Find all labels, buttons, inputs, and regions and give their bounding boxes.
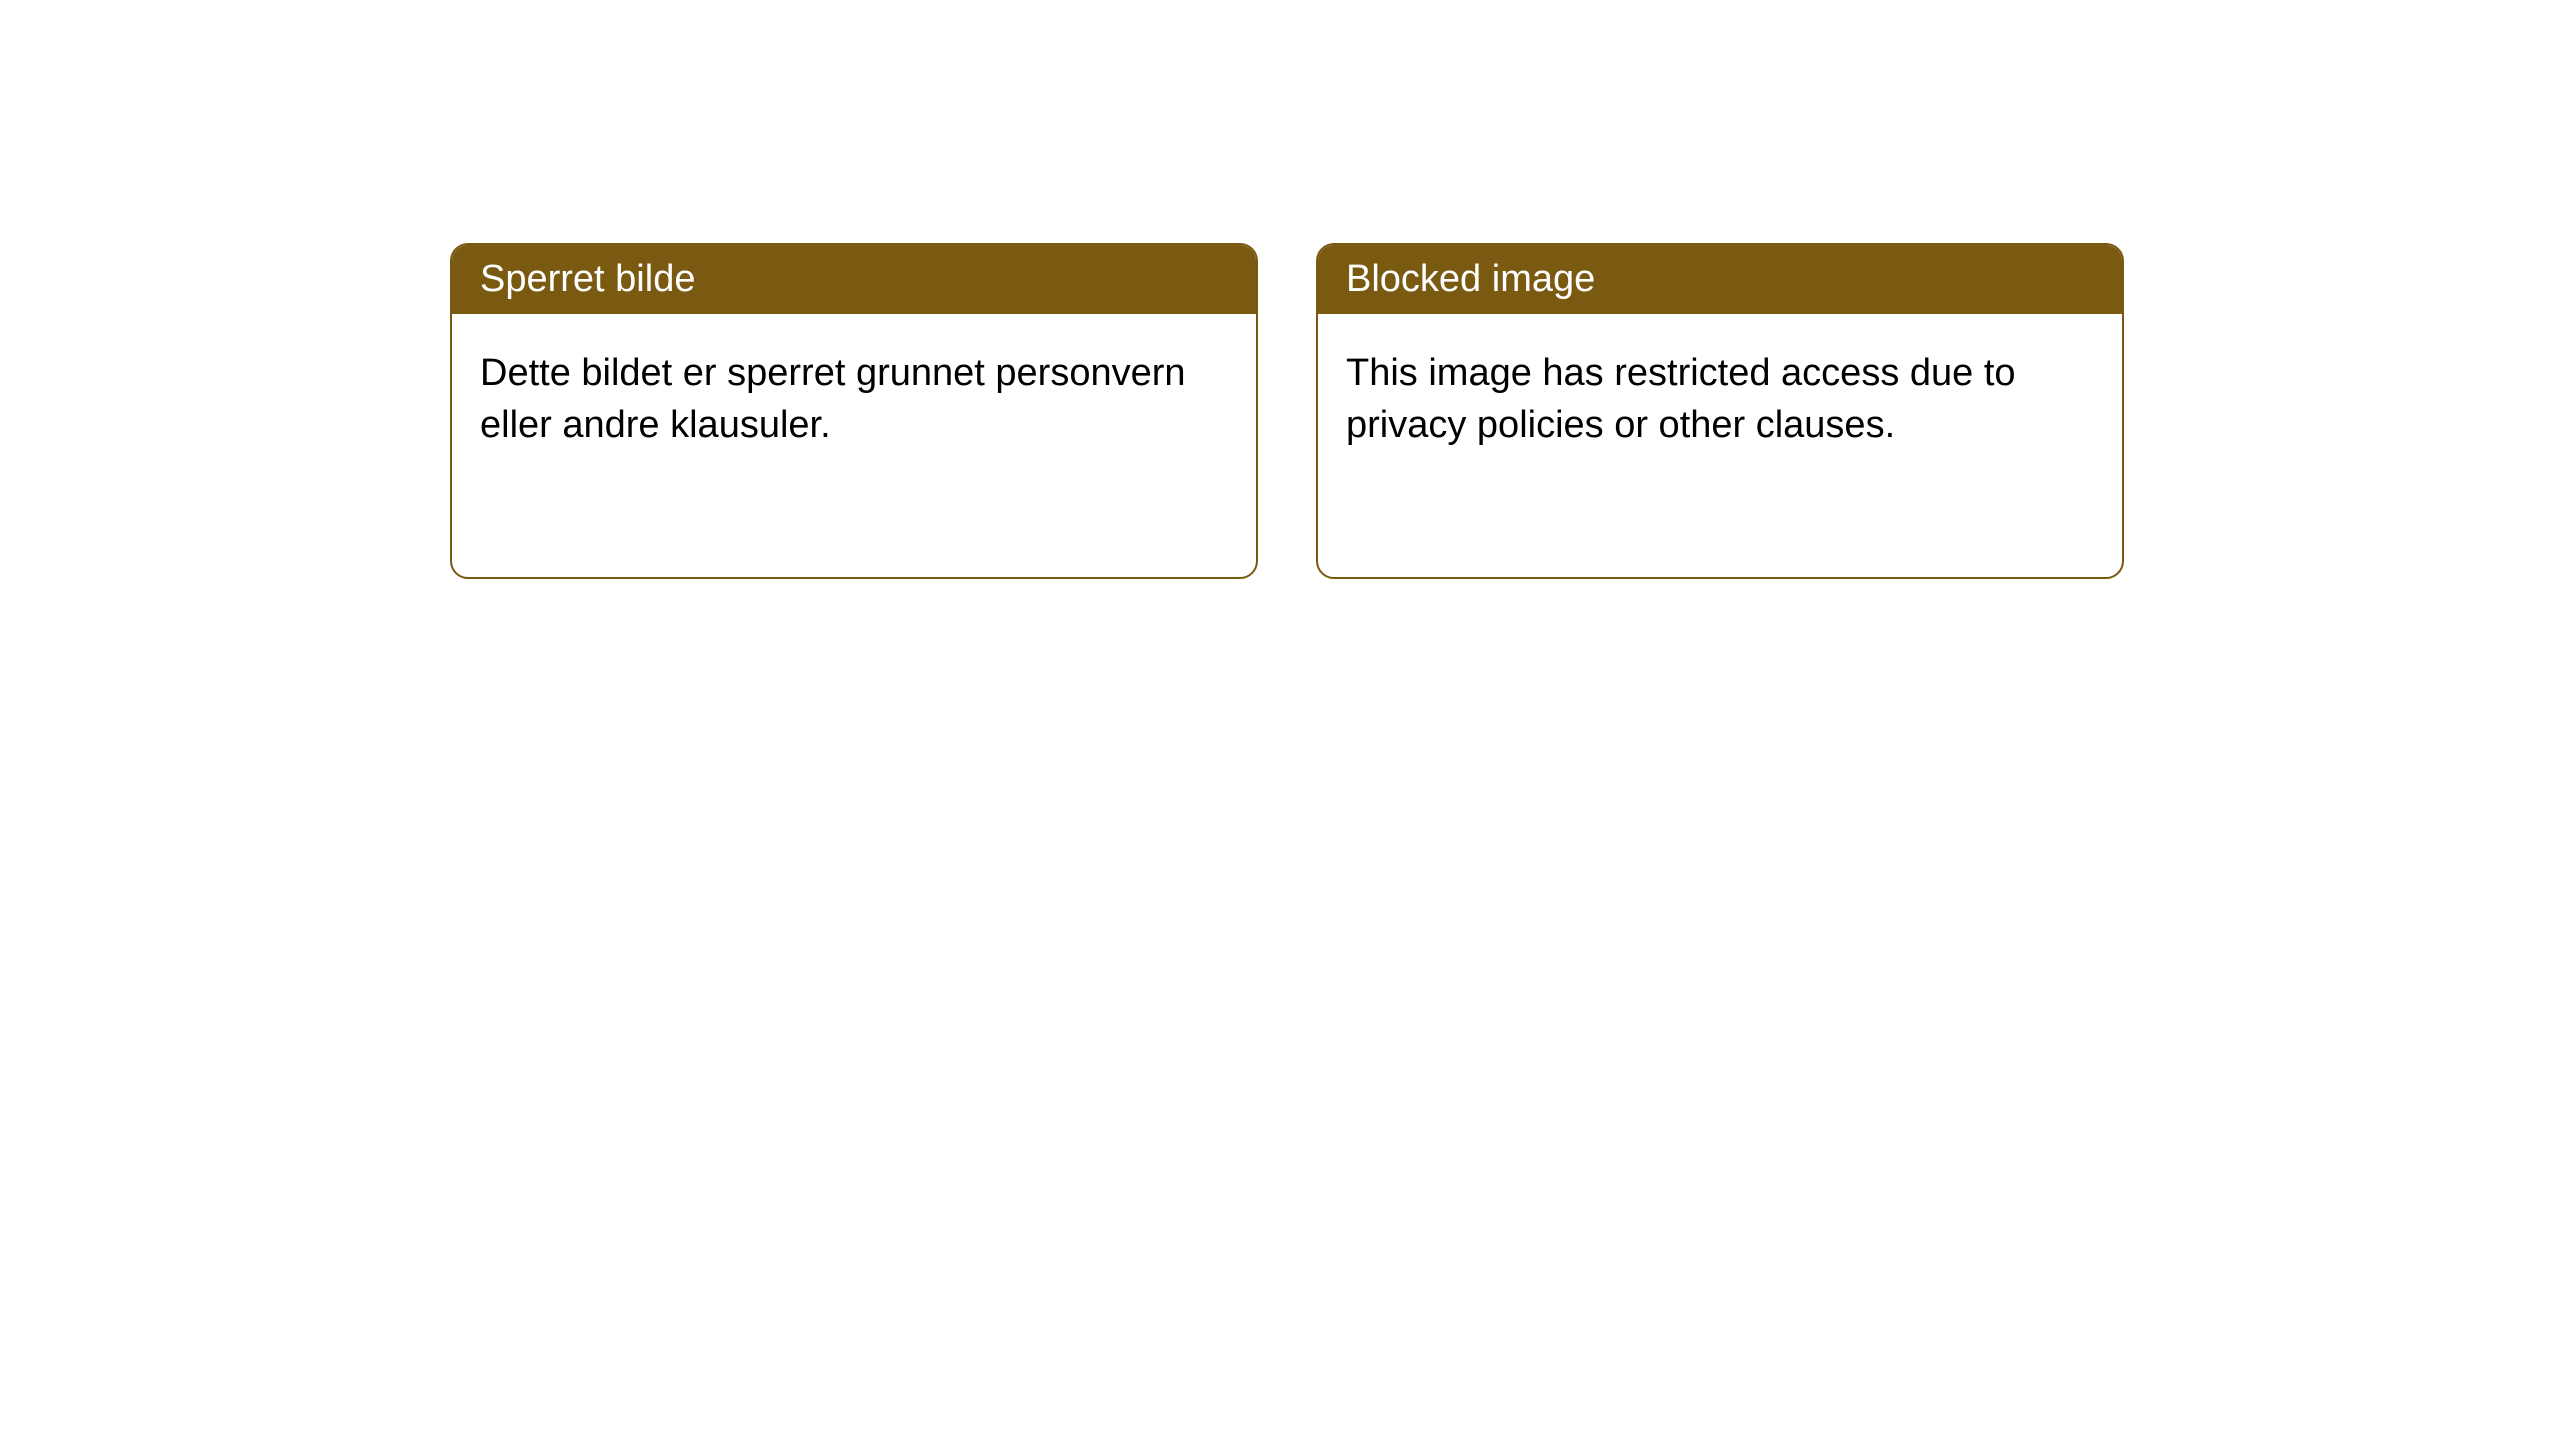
card-title: Blocked image	[1346, 258, 1595, 300]
card-header: Blocked image	[1318, 245, 2122, 314]
card-message: Dette bildet er sperret grunnet personve…	[480, 352, 1186, 445]
card-header: Sperret bilde	[452, 245, 1256, 314]
blocked-image-card-en: Blocked image This image has restricted …	[1316, 243, 2124, 579]
card-title: Sperret bilde	[480, 258, 695, 300]
blocked-image-card-no: Sperret bilde Dette bildet er sperret gr…	[450, 243, 1258, 579]
cards-container: Sperret bilde Dette bildet er sperret gr…	[0, 0, 2560, 579]
card-body: This image has restricted access due to …	[1318, 314, 2122, 485]
card-body: Dette bildet er sperret grunnet personve…	[452, 314, 1256, 485]
card-message: This image has restricted access due to …	[1346, 352, 2016, 445]
